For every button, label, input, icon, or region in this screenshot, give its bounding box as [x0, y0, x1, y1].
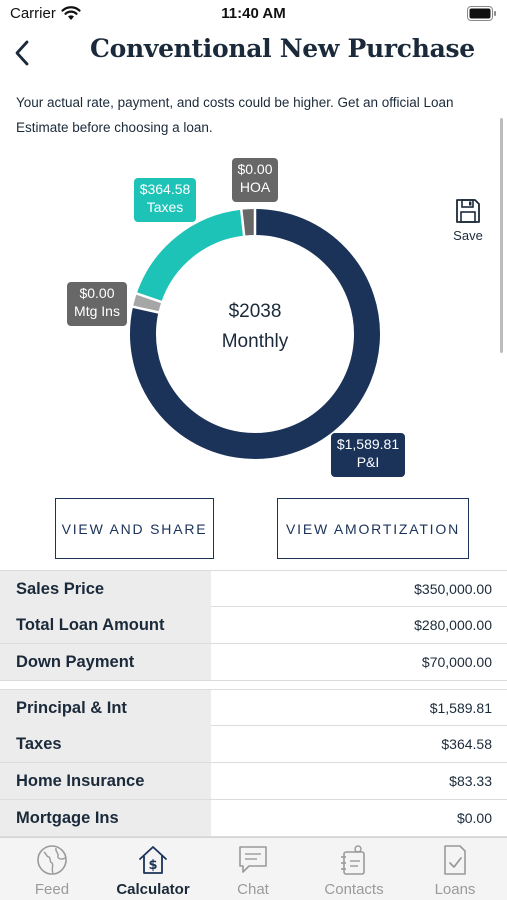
row-label: Sales Price [0, 571, 211, 607]
donut-segment-hoa [241, 209, 256, 236]
row-value: $70,000.00 [421, 654, 492, 670]
view-and-share-button[interactable]: VIEW AND SHARE [55, 498, 214, 559]
table-row: Total Loan Amount $280,000.00 [0, 607, 507, 644]
principal-interest-label: $1,589.81 P&I [331, 433, 405, 477]
save-button[interactable]: Save [446, 198, 490, 243]
row-label: Home Insurance [0, 763, 211, 799]
globe-icon [37, 845, 67, 875]
status-bar: Carrier 11:40 AM [0, 0, 507, 30]
donut-separator [239, 208, 246, 237]
floppy-disk-icon [456, 199, 480, 223]
taxes-label: $364.58 Taxes [134, 178, 196, 222]
donut-segment-taxes [136, 209, 245, 303]
mortgage-insurance-label: $0.00 Mtg Ins [67, 282, 127, 326]
table-row: Principal & Int $1,589.81 [0, 689, 507, 726]
tab-label: Loans [434, 881, 476, 898]
loans-document-icon [444, 845, 466, 875]
principal-interest-amount: $1,589.81 [336, 436, 400, 452]
row-label: Principal & Int [0, 690, 211, 726]
navigation-bar: Conventional New Purchase [0, 30, 507, 78]
row-label: Taxes [0, 726, 211, 762]
hoa-amount: $0.00 [237, 161, 273, 177]
donut-segment-pi [130, 209, 380, 459]
hoa-label: $0.00 HOA [232, 158, 278, 202]
tab-feed[interactable]: Feed [2, 844, 102, 900]
monthly-caption: Monthly [221, 331, 289, 352]
tab-label: Feed [34, 881, 70, 898]
row-label: Down Payment [0, 644, 211, 680]
payment-donut-chart [130, 208, 380, 459]
row-value: $1,589.81 [429, 700, 492, 716]
row-label: Mortgage Ins [0, 800, 211, 836]
status-time: 11:40 AM [221, 5, 286, 22]
wifi-icon [61, 6, 81, 20]
tab-label: Calculator [116, 881, 190, 898]
back-button[interactable] [8, 36, 36, 70]
taxes-caption: Taxes [146, 199, 184, 215]
chevron-left-icon [15, 40, 29, 66]
donut-center: $2038 Monthly [128, 297, 382, 357]
table-row: Taxes $364.58 [0, 726, 507, 763]
loan-summary-table: Sales Price $350,000.00 Total Loan Amoun… [0, 570, 507, 681]
tab-contacts[interactable]: Contacts [304, 844, 404, 900]
battery-icon [467, 6, 496, 21]
tab-label: Chat [237, 881, 269, 898]
table-row: Mortgage Ins $0.00 [0, 800, 507, 837]
table-row: Home Insurance $83.33 [0, 763, 507, 800]
scroll-indicator [500, 118, 503, 353]
row-value: $83.33 [449, 773, 492, 789]
table-row: Sales Price $350,000.00 [0, 570, 507, 607]
page-title: Conventional New Purchase [90, 34, 475, 63]
payment-breakdown-table: Principal & Int $1,589.81 Taxes $364.58 … [0, 689, 507, 837]
donut-separator [135, 292, 163, 304]
mortgage-insurance-amount: $0.00 [79, 285, 115, 301]
save-label: Save [453, 228, 483, 243]
row-value: $364.58 [441, 736, 492, 752]
chat-icon [239, 846, 267, 873]
taxes-amount: $364.58 [139, 181, 191, 197]
carrier-label: Carrier [10, 5, 56, 22]
row-value: $350,000.00 [414, 581, 492, 597]
hoa-caption: HOA [239, 179, 271, 195]
mortgage-insurance-caption: Mtg Ins [74, 303, 120, 319]
tab-calculator[interactable]: $ Calculator [103, 844, 203, 900]
tab-bar: Feed $ Calculator Chat Contacts [0, 837, 507, 900]
table-row: Down Payment $70,000.00 [0, 644, 507, 681]
principal-interest-caption: P&I [356, 454, 380, 470]
disclaimer-text: Your actual rate, payment, and costs cou… [16, 95, 454, 135]
donut-separator [131, 305, 160, 314]
tab-loans[interactable]: Loans [405, 844, 505, 900]
tab-label: Contacts [324, 881, 384, 898]
calculator-house-icon: $ [139, 846, 167, 874]
row-label: Total Loan Amount [0, 607, 211, 643]
row-value: $280,000.00 [414, 617, 492, 633]
contacts-icon [341, 845, 365, 875]
row-value: $0.00 [456, 810, 492, 826]
svg-text:$: $ [148, 858, 157, 873]
view-amortization-button[interactable]: VIEW AMORTIZATION [277, 498, 469, 559]
tab-chat[interactable]: Chat [203, 844, 303, 900]
monthly-total: $2038 [228, 301, 282, 322]
